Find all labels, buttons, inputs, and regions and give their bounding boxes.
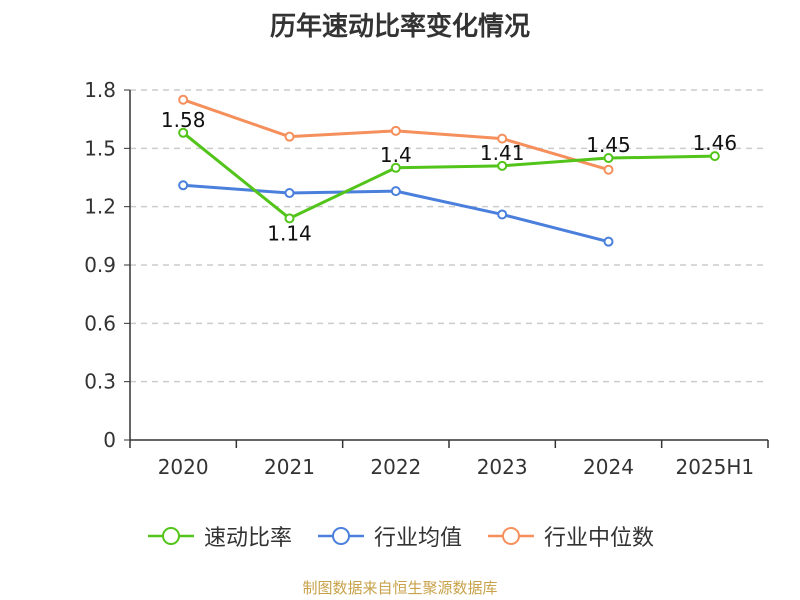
legend-item[interactable]: 速动比率 — [146, 520, 292, 552]
source-note: 制图数据来自恒生聚源数据库 — [302, 579, 498, 597]
legend-swatch — [317, 527, 364, 545]
data-point — [709, 151, 720, 162]
y-tick-label: 0.3 — [84, 370, 116, 394]
legend-label: 速动比率 — [203, 526, 292, 551]
x-tick-label: 2024 — [583, 455, 634, 479]
data-point — [603, 153, 614, 164]
legend-marker — [331, 527, 350, 545]
data-labels: 1.58 1.14 1.4 1.41 1.45 1.46 — [161, 108, 737, 246]
data-point — [284, 188, 295, 199]
data-point — [497, 160, 508, 171]
y-tick-label: 0 — [103, 428, 116, 452]
data-point — [497, 209, 508, 220]
data-label: 1.14 — [267, 221, 312, 245]
axes: 0 0.3 0.6 0.9 1.2 1.5 1.8 2020 2021 2022 2023 2024 2… — [84, 78, 769, 479]
legend-item[interactable]: 行业中位数 — [486, 520, 654, 552]
data-point — [603, 164, 614, 175]
y-tick-label: 0.6 — [84, 311, 116, 335]
legend-marker — [502, 527, 520, 545]
legend: 速动比率 行业均值 行业中位数 — [0, 520, 800, 552]
data-point — [497, 133, 508, 144]
series-line — [182, 131, 715, 220]
x-tick-label: 2020 — [158, 455, 209, 479]
data-label: 1.41 — [480, 141, 525, 165]
legend-label: 行业中位数 — [544, 526, 655, 551]
legend-label: 行业均值 — [373, 526, 462, 551]
y-tick-label: 1.8 — [84, 78, 116, 102]
data-point — [390, 162, 401, 173]
data-label: 1.45 — [586, 133, 631, 157]
chart-title: 历年速动比率变化情况 — [269, 12, 530, 42]
x-tick-label: 2022 — [370, 455, 421, 479]
y-tick-label: 1.5 — [84, 136, 116, 160]
data-point — [390, 186, 401, 197]
gridlines — [130, 89, 768, 383]
legend-marker — [161, 527, 180, 545]
data-point — [603, 236, 614, 247]
x-tick-label: 2023 — [477, 455, 528, 479]
x-tick-label: 2021 — [264, 455, 315, 479]
legend-swatch — [147, 527, 194, 545]
x-tick-label: 2025H1 — [675, 455, 754, 479]
series-lines — [178, 94, 720, 247]
data-point — [178, 127, 189, 138]
legend-item[interactable]: 行业均值 — [316, 520, 462, 552]
data-point — [284, 131, 295, 142]
data-point — [284, 213, 295, 224]
y-tick-label: 1.2 — [84, 195, 116, 219]
data-point — [178, 94, 189, 105]
data-point — [178, 180, 189, 191]
data-label: 1.58 — [161, 108, 206, 132]
y-tick-label: 0.9 — [84, 253, 116, 277]
legend-swatch — [488, 527, 534, 545]
data-label: 1.4 — [380, 143, 412, 167]
data-label: 1.46 — [693, 131, 738, 155]
data-point — [390, 125, 401, 136]
